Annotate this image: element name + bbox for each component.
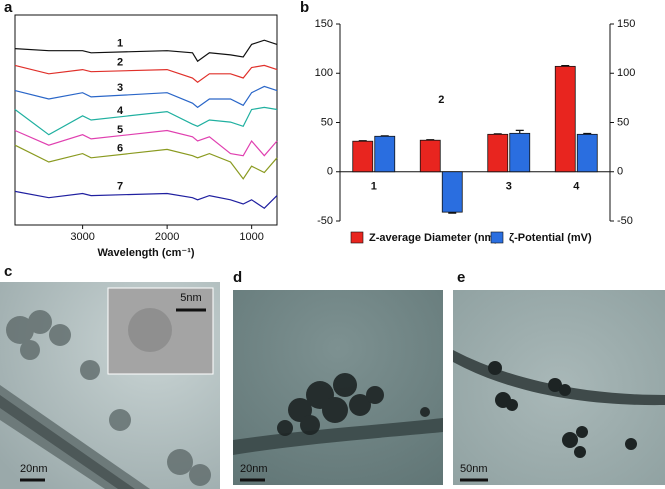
y2-tick-label: 50 [617, 116, 629, 128]
scale-bar-label: 20nm [240, 463, 268, 475]
error-bar [448, 212, 457, 214]
tube-wall [0, 385, 150, 489]
panel-label: e [457, 269, 465, 286]
panel-label: d [233, 269, 242, 286]
error-bar [515, 129, 524, 134]
bar [419, 139, 441, 173]
panel-label: b [300, 0, 309, 16]
y2-tick-label: -50 [617, 215, 633, 227]
spectrum-line [14, 85, 278, 109]
series-label: 6 [117, 143, 123, 155]
y-tick-label: 50 [321, 116, 333, 128]
spectrum-line [14, 64, 278, 83]
y-tick-label: 0 [327, 166, 333, 178]
legend-swatch [350, 231, 364, 244]
x-tick-label: 3 [506, 181, 512, 193]
tube-wall [453, 350, 665, 406]
x-tick-label: 4 [573, 181, 580, 193]
inset-particle [128, 308, 172, 352]
y2-tick-label: 0 [617, 166, 623, 178]
bar [374, 135, 396, 173]
legend-swatch [490, 231, 504, 244]
x-tick-label: 1000 [239, 231, 263, 243]
x-tick-label: 2 [438, 94, 444, 106]
series-label: 4 [117, 105, 124, 117]
scale-bar-label: 20nm [20, 463, 48, 475]
legend-label: Z-average Diameter (nm) [369, 232, 498, 244]
bar [554, 65, 576, 173]
bar [576, 133, 598, 173]
bar [487, 133, 509, 173]
tube-wall [0, 395, 135, 489]
bar [441, 171, 463, 213]
plot-frame [14, 14, 278, 226]
legend-label: ζ-Potential (mV) [509, 232, 592, 244]
series-label: 2 [117, 57, 123, 69]
y2-tick-label: 100 [617, 67, 635, 79]
x-tick-label: 2000 [155, 231, 179, 243]
x-tick-label: 1 [371, 181, 377, 193]
panel-b: -50 0 50 100 150 -50 0 50 100 150 1 2 3 4 Z-average Di… [315, 18, 636, 244]
error-bar [583, 132, 592, 135]
spectrum-line [14, 39, 278, 63]
spectrum-line [14, 190, 278, 209]
series-label: 7 [117, 181, 123, 193]
x-tick-label: 3000 [70, 231, 94, 243]
particles [277, 373, 430, 436]
y-tick-label: 100 [315, 67, 333, 79]
bar [509, 132, 531, 173]
spectrum-line [14, 106, 278, 136]
spectrum-line [14, 144, 278, 180]
panel-label: a [4, 0, 13, 16]
particles [6, 310, 211, 486]
particles [488, 361, 637, 458]
x-axis-label: Wavelength (cm⁻¹) [97, 247, 194, 259]
series-label: 5 [117, 124, 123, 136]
y-tick-label: -50 [317, 215, 333, 227]
spectrum-line [14, 129, 278, 157]
panel-a: 3000 2000 1000 Wavelength (cm⁻¹) 1 2 3 4 5 6 7 [14, 14, 278, 259]
y-tick-label: 150 [315, 18, 333, 30]
error-bar [561, 64, 570, 67]
y2-tick-label: 150 [617, 18, 635, 30]
tube-wall [233, 418, 443, 455]
inset-image [107, 287, 214, 375]
panel-label: c [4, 263, 12, 280]
scale-bar-label: 5nm [180, 292, 201, 304]
scale-bar-label: 50nm [460, 463, 488, 475]
series-label: 1 [117, 38, 123, 50]
bar [352, 140, 374, 173]
series-label: 3 [117, 82, 123, 94]
